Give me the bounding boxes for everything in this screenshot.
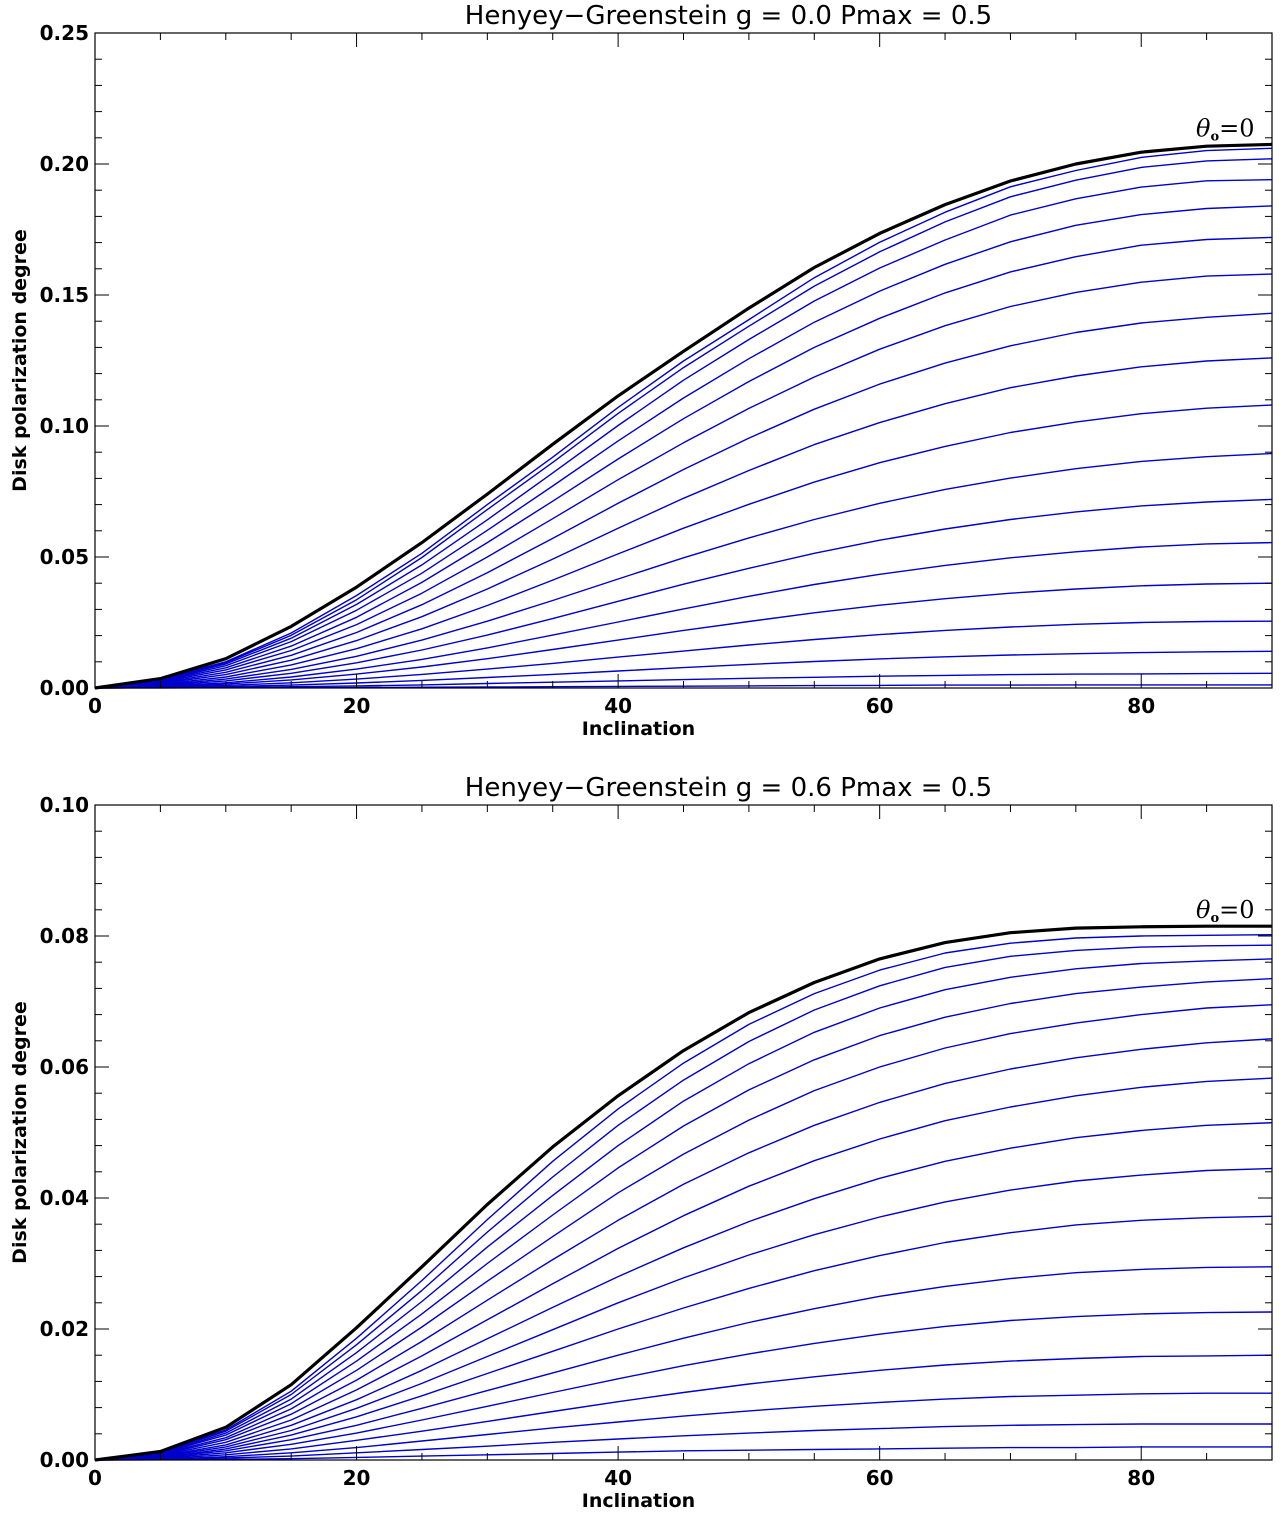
series-line-theta0 (94, 924, 1272, 1462)
series-line-12 (94, 541, 1273, 689)
series-line-13 (94, 582, 1273, 689)
series-line-13 (94, 1354, 1273, 1461)
series-line-10 (94, 452, 1273, 689)
x-axis-label: Inclination (582, 1490, 695, 1512)
theta-value: =0 (1219, 896, 1254, 924)
series-line-7 (94, 1077, 1273, 1461)
series-line-9 (94, 1167, 1273, 1461)
series-line-6 (94, 273, 1273, 689)
x-tick-label: 40 (604, 1466, 632, 1490)
x-tick-label: 80 (1127, 694, 1155, 718)
x-axis-label: Inclination (582, 718, 695, 740)
theta-subscript: o (1210, 911, 1219, 926)
series-line-2 (94, 158, 1273, 689)
y-tick-label: 0.00 (40, 1448, 89, 1472)
series-line-5 (94, 236, 1273, 689)
y-tick-label: 0.02 (40, 1317, 89, 1341)
series-line-14 (94, 620, 1273, 689)
x-tick-label: 20 (343, 1466, 371, 1490)
chart-panel-2: Henyey−Greenstein g = 0.6 Pmax = 0.5 0 20 4… (9, 773, 1273, 1512)
chart-title: Henyey−Greenstein g = 0.0 Pmax = 0.5 (465, 1, 992, 31)
y-tick-label: 0.10 (40, 414, 89, 438)
y-tick-label: 0.15 (40, 283, 89, 307)
series-line-11 (94, 1266, 1273, 1461)
series-line-1 (94, 934, 1273, 1461)
chart-title: Henyey−Greenstein g = 0.6 Pmax = 0.5 (465, 773, 992, 803)
series-line-8 (94, 357, 1273, 689)
series-line-6 (94, 1038, 1273, 1461)
series-line-4 (94, 977, 1273, 1461)
theta-subscript: o (1210, 129, 1219, 144)
theta-value: =0 (1219, 114, 1254, 142)
theta-symbol: θ (1196, 114, 1211, 142)
theta-symbol: θ (1196, 896, 1211, 924)
series-line-12 (94, 1311, 1273, 1461)
series-line-3 (94, 179, 1273, 689)
y-tick-label: 0.10 (40, 793, 89, 817)
series-line-10 (94, 1215, 1273, 1461)
theta-annotation: θo=0 (1196, 114, 1255, 144)
series-line-8 (94, 1122, 1273, 1461)
y-axis-label: Disk polarization degree (9, 229, 31, 492)
y-tick-label: 0.00 (40, 676, 89, 700)
series-line-theta0 (94, 142, 1273, 690)
series-line-9 (94, 404, 1273, 689)
series-line-14 (94, 1392, 1272, 1461)
series-line-2 (94, 944, 1273, 1461)
x-tick-label: 0 (88, 1466, 102, 1490)
theta-annotation: θo=0 (1196, 896, 1255, 926)
y-tick-label: 0.20 (40, 152, 89, 176)
chart-panel-1: Henyey−Greenstein g = 0.0 Pmax = 0.5 0 20 4… (9, 1, 1273, 740)
x-tick-label: 0 (88, 694, 102, 718)
series-line-4 (94, 205, 1273, 689)
y-tick-label: 0.08 (40, 924, 89, 948)
x-tick-label: 40 (604, 694, 632, 718)
x-tick-label: 60 (866, 694, 894, 718)
y-axis-label: Disk polarization degree (9, 1001, 31, 1264)
x-tick-label: 20 (343, 694, 371, 718)
y-tick-label: 0.05 (40, 545, 89, 569)
x-tick-label: 80 (1127, 1466, 1155, 1490)
series-line-5 (94, 1004, 1273, 1461)
series-line-7 (94, 312, 1273, 689)
series-line-1 (94, 147, 1273, 689)
y-tick-label: 0.04 (40, 1186, 89, 1210)
y-tick-label: 0.25 (40, 21, 89, 45)
plot-frame (94, 804, 1273, 1461)
x-tick-label: 60 (866, 1466, 894, 1490)
series-line-3 (94, 958, 1273, 1461)
y-tick-label: 0.06 (40, 1055, 89, 1079)
series-line-11 (94, 498, 1273, 689)
